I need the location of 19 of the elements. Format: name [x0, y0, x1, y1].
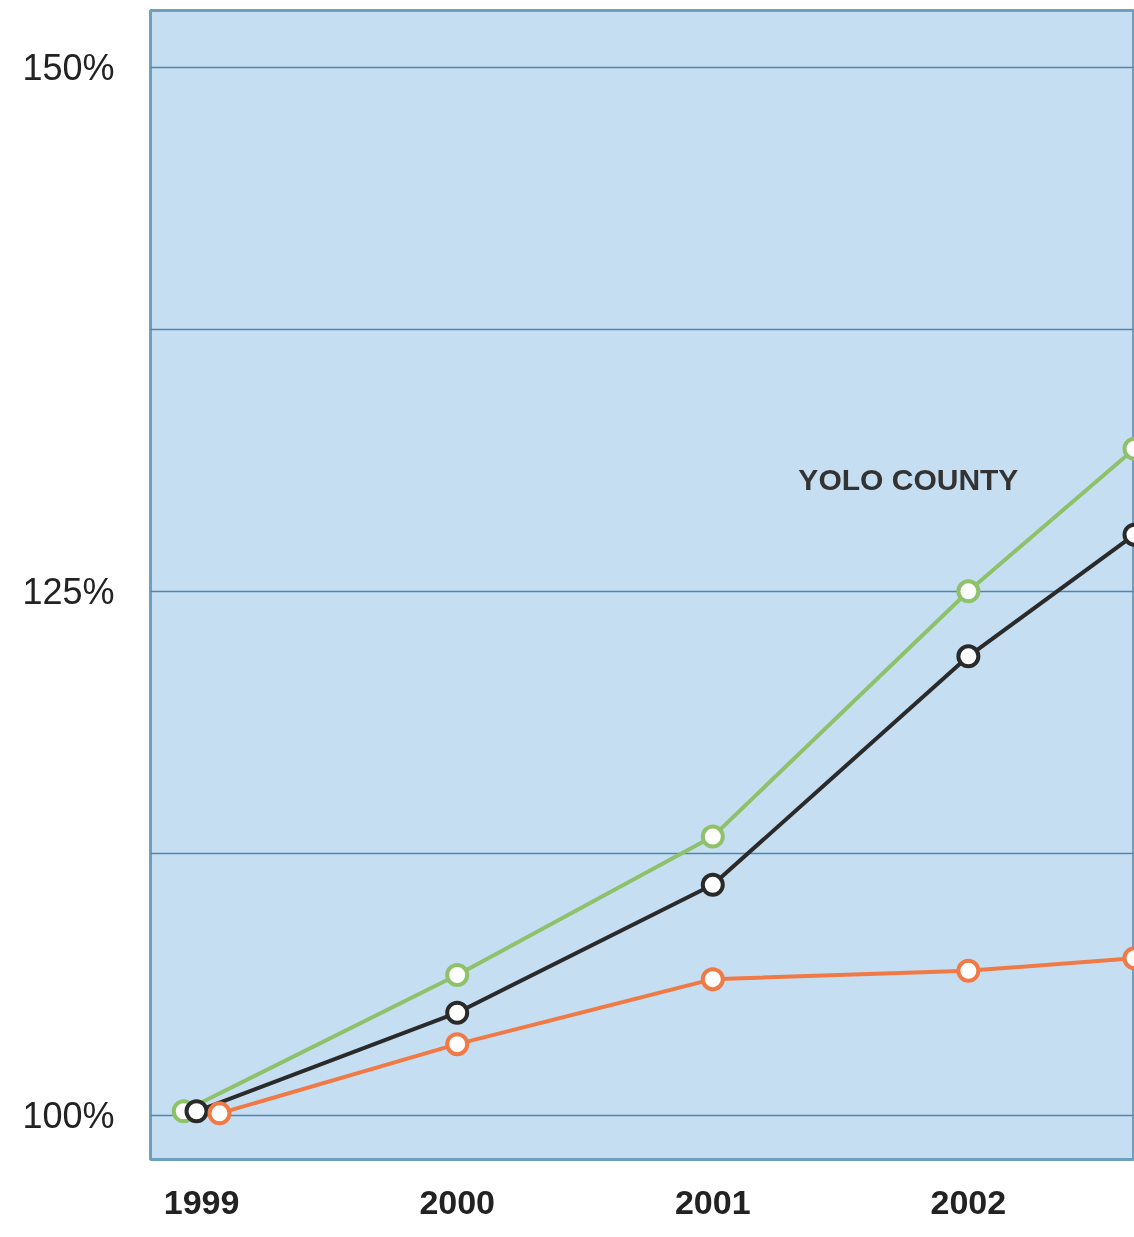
point [956, 958, 981, 983]
y-tick-label: 125% [22, 570, 115, 612]
point [700, 872, 725, 897]
point [445, 1000, 470, 1025]
point [956, 579, 981, 604]
y-tick-label: 100% [22, 1094, 115, 1136]
point [184, 1099, 209, 1124]
x-tick-label: 2002 [930, 1182, 1007, 1221]
point [956, 644, 981, 669]
point [445, 1032, 470, 1057]
series-label: YOLO COUNTY [798, 463, 1019, 497]
x-tick-label: 2001 [674, 1182, 751, 1221]
y-tick-label: 150% [22, 46, 115, 88]
x-tick-label: 1999 [163, 1182, 240, 1221]
point [700, 967, 725, 992]
point [445, 963, 470, 987]
point [207, 1101, 232, 1126]
point [700, 824, 725, 849]
x-tick-label: 2000 [419, 1182, 496, 1221]
